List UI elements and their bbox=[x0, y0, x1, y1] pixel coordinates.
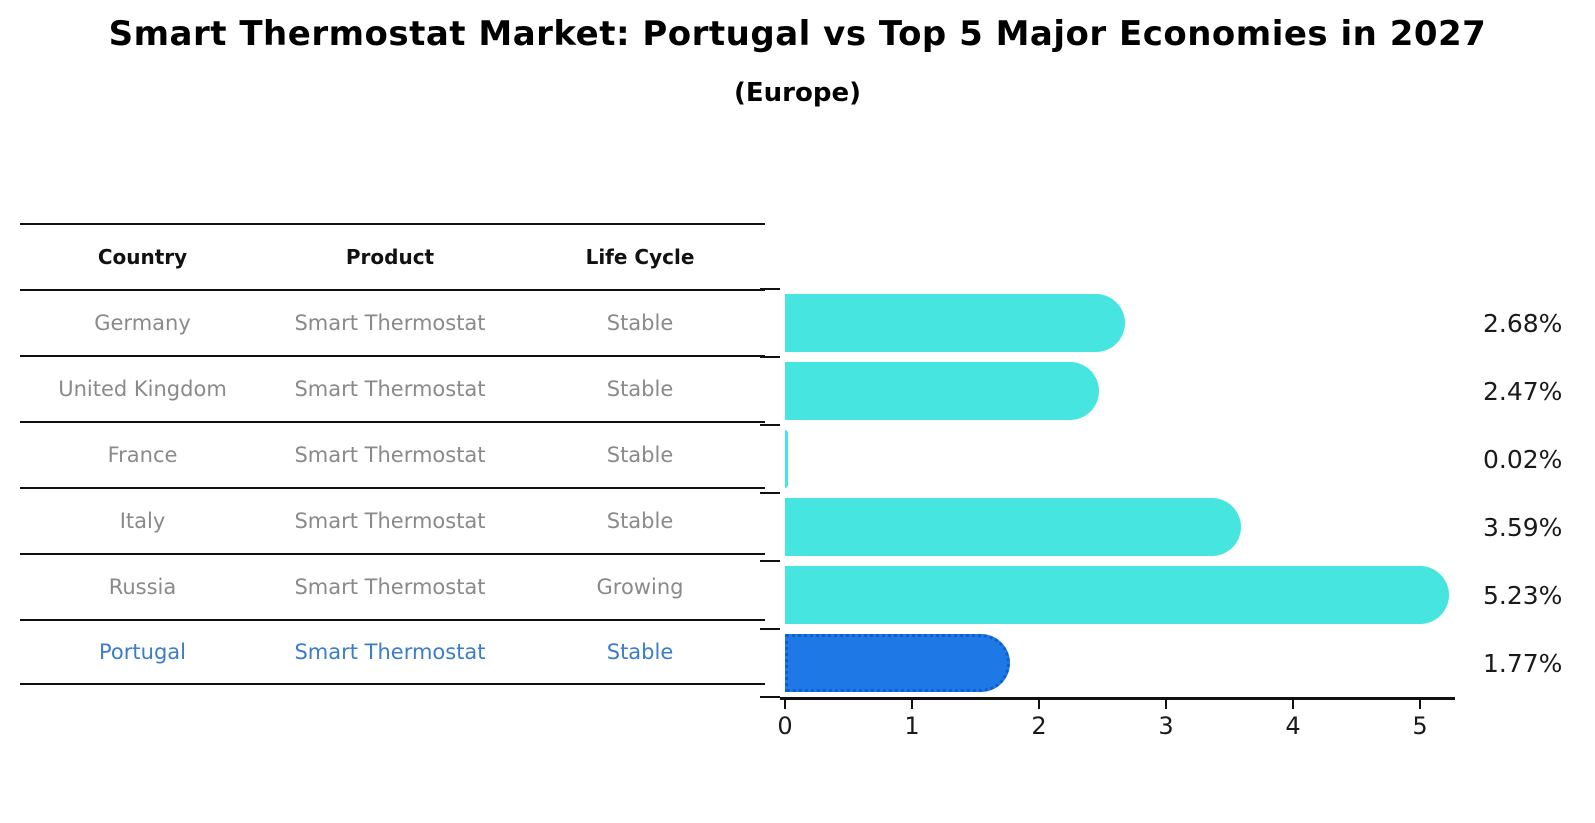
comparison-table: Country Product Life Cycle Germany Smart … bbox=[20, 223, 765, 685]
table-cell-country: Portugal bbox=[99, 640, 186, 664]
table-header-row: Country Product Life Cycle bbox=[20, 223, 765, 289]
table-row: Portugal Smart Thermostat Stable bbox=[20, 619, 765, 685]
table-cell-country: United Kingdom bbox=[58, 377, 227, 401]
table-row: France Smart Thermostat Stable bbox=[20, 421, 765, 487]
table-cell-product: Smart Thermostat bbox=[294, 311, 486, 335]
table-row: United Kingdom Smart Thermostat Stable bbox=[20, 355, 765, 421]
x-axis-tick-label: 2 bbox=[1031, 712, 1047, 740]
column-header-product: Product bbox=[345, 245, 435, 269]
bar-row-germany bbox=[785, 289, 1445, 357]
table-row: Italy Smart Thermostat Stable bbox=[20, 487, 765, 553]
y-axis-tick bbox=[760, 423, 780, 427]
bar-row-france bbox=[785, 425, 1445, 493]
bar-value-label: 3.59% bbox=[1483, 512, 1563, 542]
table-cell-life-cycle: Stable bbox=[606, 443, 674, 467]
bar-united-kingdom bbox=[785, 362, 1099, 420]
table-cell-life-cycle: Growing bbox=[596, 575, 684, 599]
y-axis-tick bbox=[760, 559, 780, 563]
chart-subtitle: (Europe) bbox=[734, 78, 861, 108]
table-cell-life-cycle: Stable bbox=[606, 377, 674, 401]
x-axis-tick-mark bbox=[783, 697, 787, 709]
bar-row-united-kingdom bbox=[785, 357, 1445, 425]
chart-title: Smart Thermostat Market: Portugal vs Top… bbox=[108, 14, 1487, 54]
table-cell-country: Germany bbox=[94, 311, 191, 335]
table-cell-product: Smart Thermostat bbox=[294, 443, 486, 467]
x-axis-tick-label: 4 bbox=[1285, 712, 1301, 740]
table-cell-product: Smart Thermostat bbox=[294, 377, 486, 401]
bar-plot-area bbox=[760, 287, 1450, 699]
x-axis-tick-mark bbox=[1037, 697, 1041, 709]
table-body: Germany Smart Thermostat Stable United King… bbox=[20, 289, 765, 685]
bar-italy bbox=[785, 498, 1241, 556]
table-cell-life-cycle: Stable bbox=[606, 509, 674, 533]
x-axis-tick-label: 5 bbox=[1412, 712, 1428, 740]
x-axis-tick-mark bbox=[1418, 697, 1422, 709]
table-row: Germany Smart Thermostat Stable bbox=[20, 289, 765, 355]
bar-value-label: 5.23% bbox=[1483, 580, 1563, 610]
x-axis-tick-label: 3 bbox=[1158, 712, 1174, 740]
y-axis-tick bbox=[760, 355, 780, 359]
bar-value-label: 1.77% bbox=[1483, 648, 1563, 678]
x-axis-tick-label: 0 bbox=[777, 712, 793, 740]
table-row: Russia Smart Thermostat Growing bbox=[20, 553, 765, 619]
table-cell-life-cycle: Stable bbox=[606, 640, 674, 664]
table-cell-life-cycle: Stable bbox=[606, 311, 674, 335]
bar-value-label: 2.47% bbox=[1483, 376, 1563, 406]
table-cell-country: Italy bbox=[119, 509, 166, 533]
x-axis-tick-label: 1 bbox=[904, 712, 920, 740]
bar-germany bbox=[785, 294, 1126, 352]
column-header-life-cycle: Life Cycle bbox=[585, 245, 695, 269]
y-axis-tick bbox=[760, 491, 780, 495]
bar-portugal bbox=[785, 634, 1010, 692]
y-axis-tick bbox=[760, 627, 780, 631]
bar-value-label: 2.68% bbox=[1483, 308, 1563, 338]
x-axis-tick-mark bbox=[910, 697, 914, 709]
y-axis-tick bbox=[760, 287, 780, 291]
table-cell-product: Smart Thermostat bbox=[294, 640, 486, 664]
x-axis-line bbox=[780, 697, 1455, 700]
table-cell-product: Smart Thermostat bbox=[294, 575, 486, 599]
bar-russia bbox=[785, 566, 1450, 624]
x-axis-tick-mark bbox=[1164, 697, 1168, 709]
table-cell-product: Smart Thermostat bbox=[294, 509, 486, 533]
y-axis-tick bbox=[760, 695, 780, 699]
bar-row-italy bbox=[785, 493, 1445, 561]
bar-row-russia bbox=[785, 561, 1450, 629]
x-axis-tick-mark bbox=[1291, 697, 1295, 709]
table-cell-country: Russia bbox=[108, 575, 177, 599]
bar-value-label: 0.02% bbox=[1483, 444, 1563, 474]
table-cell-country: France bbox=[107, 443, 178, 467]
column-header-country: Country bbox=[97, 245, 188, 269]
bar-row-portugal bbox=[785, 629, 1445, 697]
bar-france bbox=[785, 430, 788, 488]
